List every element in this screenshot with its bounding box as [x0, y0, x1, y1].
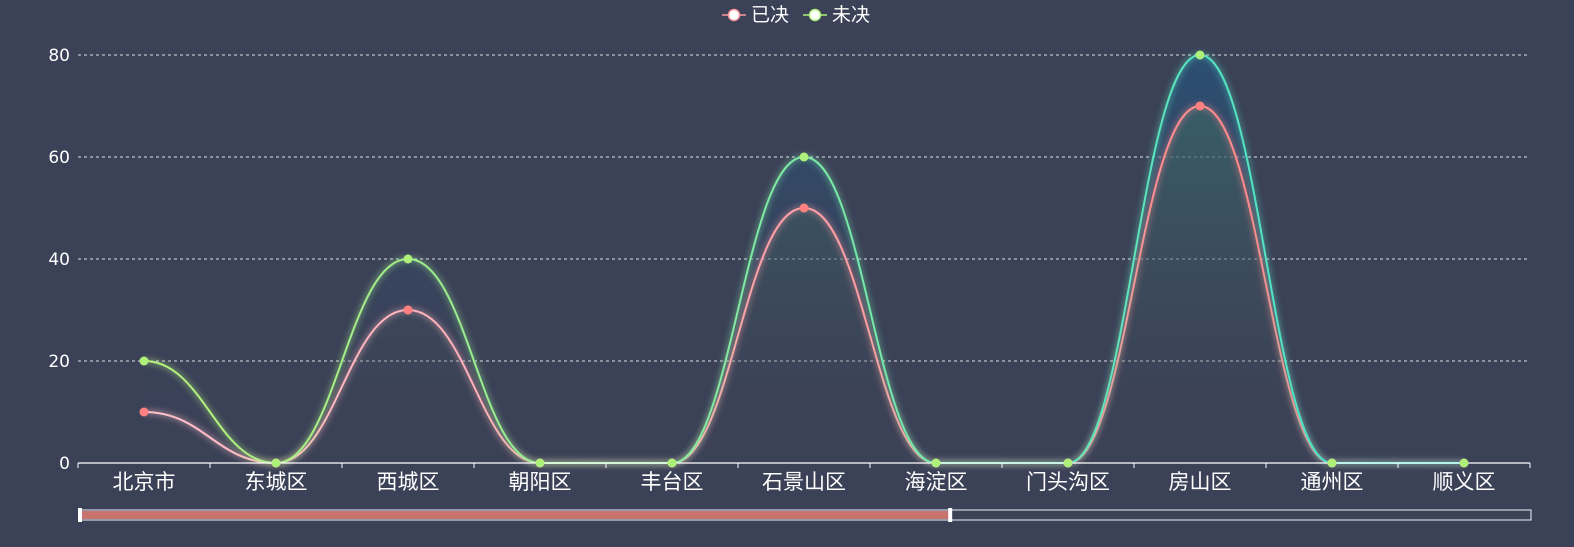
y-tick-label: 0	[59, 454, 70, 474]
legend-item-0[interactable]: 已决	[722, 4, 789, 26]
data-point-0[interactable]	[1196, 102, 1205, 111]
data-point-1[interactable]	[1196, 51, 1205, 60]
y-tick-label: 20	[48, 352, 70, 372]
data-point-1[interactable]	[536, 459, 545, 468]
slider-handle-right[interactable]	[948, 508, 952, 522]
x-tick-label: 西城区	[377, 470, 440, 494]
y-tick-label: 40	[48, 250, 70, 270]
data-point-0[interactable]	[404, 306, 413, 315]
legend-item-1[interactable]: 未决	[803, 4, 870, 26]
x-tick-label: 北京市	[113, 470, 176, 494]
data-point-1[interactable]	[404, 255, 413, 264]
x-tick-label: 朝阳区	[509, 470, 572, 494]
legend-label-1: 未决	[832, 4, 870, 26]
data-point-0[interactable]	[800, 204, 809, 213]
data-point-1[interactable]	[668, 459, 677, 468]
x-axis: 北京市 东城区 西城区 朝阳区 丰台区 石景山区 海淀区 门头沟区 房山区 通州区 顺义区	[78, 463, 1530, 494]
legend-marker-0	[729, 10, 740, 21]
legend-label-0: 已决	[751, 4, 789, 26]
x-tick-label: 门头沟区	[1026, 470, 1110, 494]
x-tick-label: 海淀区	[905, 470, 968, 494]
data-point-0[interactable]	[140, 408, 149, 417]
x-tick-label: 通州区	[1301, 470, 1364, 494]
x-tick-label: 东城区	[245, 470, 308, 494]
y-tick-label: 80	[48, 46, 70, 66]
data-zoom-slider[interactable]	[78, 508, 1531, 522]
x-tick-label: 丰台区	[641, 470, 704, 494]
x-tick-label: 石景山区	[762, 470, 846, 494]
slider-selected-range[interactable]	[80, 511, 950, 519]
legend: 已决 未决	[722, 4, 870, 26]
data-point-1[interactable]	[800, 153, 809, 162]
data-point-1[interactable]	[1064, 459, 1073, 468]
legend-marker-1	[810, 10, 821, 21]
y-tick-label: 60	[48, 148, 70, 168]
data-point-1[interactable]	[140, 357, 149, 366]
data-point-1[interactable]	[272, 459, 281, 468]
x-tick-label: 顺义区	[1433, 470, 1496, 494]
data-point-1[interactable]	[932, 459, 941, 468]
slider-handle-left[interactable]	[78, 508, 82, 522]
x-tick-label: 房山区	[1169, 470, 1232, 494]
data-point-1[interactable]	[1460, 459, 1469, 468]
data-point-1[interactable]	[1328, 459, 1337, 468]
y-axis: 0 20 40 60 80	[48, 46, 70, 474]
